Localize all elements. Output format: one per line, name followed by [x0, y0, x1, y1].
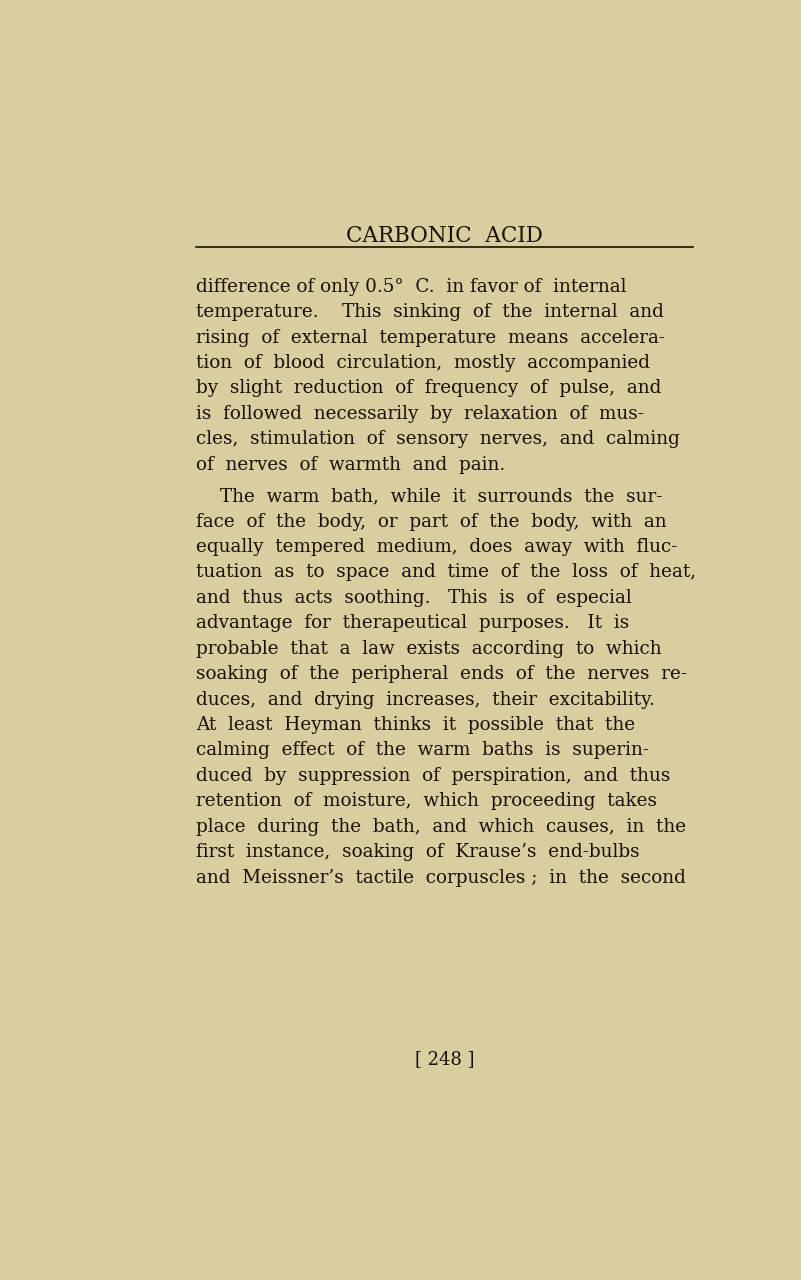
Text: and  thus  acts  soothing.   This  is  of  especial: and thus acts soothing. This is of espec…	[196, 589, 632, 607]
Text: The  warm  bath,  while  it  surrounds  the  sur-: The warm bath, while it surrounds the su…	[220, 488, 662, 506]
Text: advantage  for  therapeutical  purposes.   It  is: advantage for therapeutical purposes. It…	[196, 614, 630, 632]
Text: cles,  stimulation  of  sensory  nerves,  and  calming: cles, stimulation of sensory nerves, and…	[196, 430, 680, 448]
Text: first  instance,  soaking  of  Krause’s  end-bulbs: first instance, soaking of Krause’s end-…	[196, 844, 640, 861]
Text: probable  that  a  law  exists  according  to  which: probable that a law exists according to …	[196, 640, 662, 658]
Text: is  followed  necessarily  by  relaxation  of  mus-: is followed necessarily by relaxation of…	[196, 404, 644, 422]
Text: temperature.    This  sinking  of  the  internal  and: temperature. This sinking of the interna…	[196, 303, 664, 321]
Text: tion  of  blood  circulation,  mostly  accompanied: tion of blood circulation, mostly accomp…	[196, 355, 650, 372]
Text: At  least  Heyman  thinks  it  possible  that  the: At least Heyman thinks it possible that …	[196, 716, 635, 733]
Text: difference of only 0.5°  C.  in favor of  internal: difference of only 0.5° C. in favor of i…	[196, 278, 627, 296]
Text: place  during  the  bath,  and  which  causes,  in  the: place during the bath, and which causes,…	[196, 818, 686, 836]
Text: [ 248 ]: [ 248 ]	[415, 1050, 474, 1069]
Text: retention  of  moisture,  which  proceeding  takes: retention of moisture, which proceeding …	[196, 792, 658, 810]
Text: by  slight  reduction  of  frequency  of  pulse,  and: by slight reduction of frequency of puls…	[196, 379, 662, 398]
Text: face  of  the  body,  or  part  of  the  body,  with  an: face of the body, or part of the body, w…	[196, 512, 667, 530]
Text: soaking  of  the  peripheral  ends  of  the  nerves  re-: soaking of the peripheral ends of the ne…	[196, 666, 687, 684]
Text: and  Meissner’s  tactile  corpuscles ;  in  the  second: and Meissner’s tactile corpuscles ; in t…	[196, 869, 686, 887]
Text: calming  effect  of  the  warm  baths  is  superin-: calming effect of the warm baths is supe…	[196, 741, 650, 759]
Text: rising  of  external  temperature  means  accelera-: rising of external temperature means acc…	[196, 329, 666, 347]
Text: of  nerves  of  warmth  and  pain.: of nerves of warmth and pain.	[196, 456, 505, 474]
Text: duces,  and  drying  increases,  their  excitability.: duces, and drying increases, their excit…	[196, 690, 655, 709]
Text: CARBONIC  ACID: CARBONIC ACID	[346, 224, 543, 247]
Text: tuation  as  to  space  and  time  of  the  loss  of  heat,: tuation as to space and time of the loss…	[196, 563, 697, 581]
Text: duced  by  suppression  of  perspiration,  and  thus: duced by suppression of perspiration, an…	[196, 767, 670, 785]
Text: equally  tempered  medium,  does  away  with  fluc-: equally tempered medium, does away with …	[196, 538, 678, 556]
